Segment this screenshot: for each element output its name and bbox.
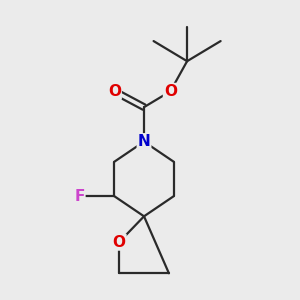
Text: F: F [74,189,85,204]
Text: O: O [112,235,126,250]
Text: O: O [164,84,177,99]
Text: N: N [138,134,150,149]
Text: O: O [108,84,121,99]
